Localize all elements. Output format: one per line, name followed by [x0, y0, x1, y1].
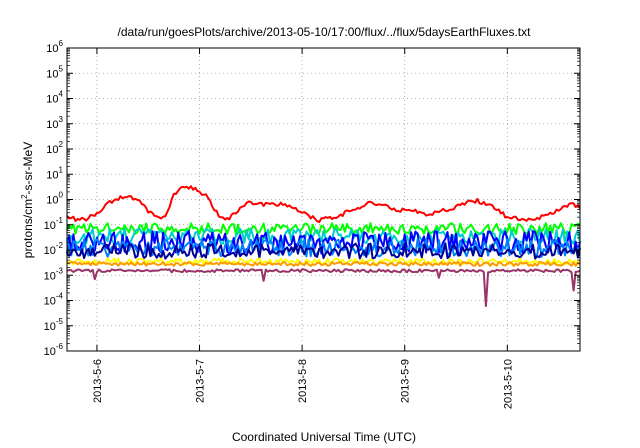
axis-ticks: [67, 47, 580, 352]
series-line-8: [66, 260, 581, 267]
x-tick-label: 2013-5-6: [92, 359, 104, 403]
y-tick-label: 10-3: [44, 266, 64, 282]
series-line-4: [66, 230, 581, 255]
y-tick-label: 103: [46, 115, 63, 131]
y-tick-label: 105: [46, 64, 63, 80]
y-tick-label: 10-1: [44, 216, 64, 232]
y-tick-label: 10-4: [44, 292, 64, 308]
x-tick-label: 2013-5-9: [400, 359, 412, 403]
y-tick-label: 104: [46, 90, 63, 106]
x-tick-label: 2013-5-8: [297, 359, 309, 403]
series-line-9: [66, 268, 581, 308]
y-tick-label: 10-5: [44, 317, 64, 333]
grid-lines: [67, 48, 580, 351]
y-tick-label: 102: [46, 140, 63, 156]
series-line-1: [66, 185, 581, 224]
x-tick-labels: 2013-5-6 2013-5-7 2013-5-8 2013-5-9 2013-5-1…: [92, 359, 514, 409]
x-axis-label: Coordinated Universal Time (UTC): [232, 430, 416, 444]
y-tick-label: 106: [46, 39, 63, 55]
chart-title: /data/run/goesPlots/archive/2013-05-10/1…: [118, 25, 532, 39]
series-group: [66, 185, 581, 308]
y-tick-label: 100: [46, 191, 63, 207]
y-tick-labels: 10-6 10-5 10-4 10-3 10-2 10-1 100 101 102 103 104 1…: [44, 39, 64, 358]
series-line-6: [66, 242, 581, 260]
x-tick-label: 2013-5-10: [502, 359, 514, 409]
y-tick-label: 10-2: [44, 241, 64, 257]
series-line-5: [66, 238, 581, 258]
y-tick-label: 101: [46, 165, 63, 181]
y-axis-label: protons/cm2-s-sr-MeV: [20, 142, 35, 258]
x-tick-label: 2013-5-7: [195, 359, 207, 403]
series-line-2: [66, 222, 581, 236]
y-tick-label: 10-6: [44, 342, 64, 358]
